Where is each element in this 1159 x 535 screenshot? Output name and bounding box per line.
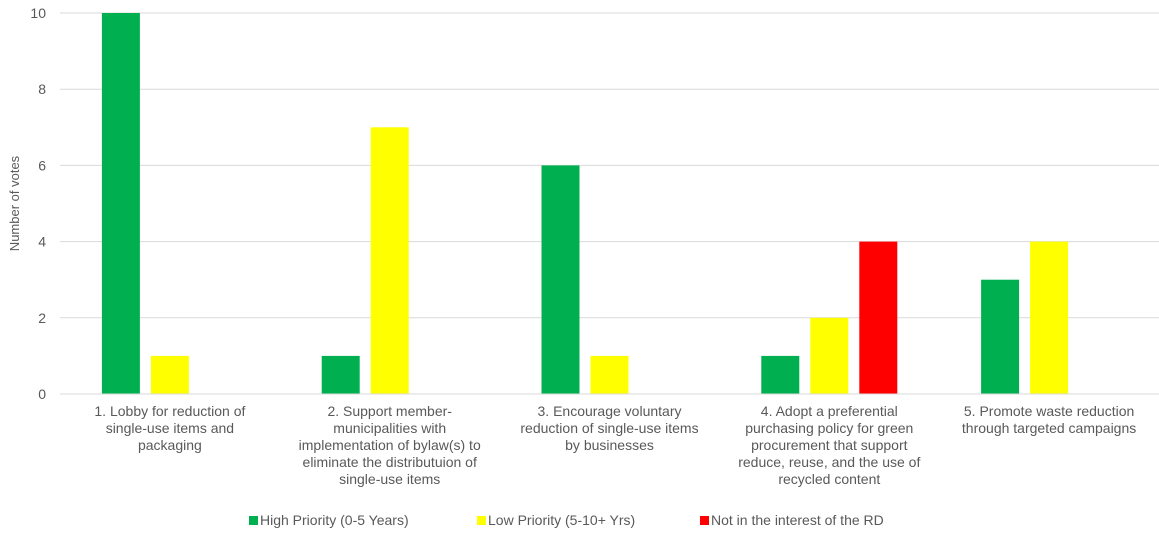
y-tick-label: 8	[38, 81, 46, 97]
category-label-line: 2. Support member-	[327, 403, 452, 419]
y-tick-label: 2	[38, 310, 46, 326]
category-label-line: reduce, reuse, and the use of	[738, 454, 920, 470]
legend: High Priority (0-5 Years) Low Priority (5…	[249, 512, 884, 528]
bar	[101, 13, 140, 394]
category-label-line: eliminate the distributuion of	[303, 454, 477, 470]
category-label-line: implementation of bylaw(s) to	[299, 437, 481, 453]
category-label-line: packaging	[138, 437, 202, 453]
bar	[150, 355, 189, 394]
category-label-line: purchasing policy for green	[745, 420, 913, 436]
category-label-line: by businesses	[565, 437, 654, 453]
bar	[370, 127, 409, 395]
y-axis-title: Number of votes	[7, 155, 22, 251]
category-label: 1. Lobby for reduction of single-use item…	[94, 403, 245, 453]
category-label-line: reduction of single-use items	[520, 420, 698, 436]
legend-label: High Priority (0-5 Years)	[260, 512, 409, 528]
y-tick-label: 10	[30, 5, 46, 21]
legend-swatch	[249, 516, 258, 525]
legend-swatch	[700, 516, 709, 525]
legend-swatch	[477, 516, 486, 525]
y-tick-label: 6	[38, 157, 46, 173]
category-label-line: 4. Adopt a preferential	[761, 403, 898, 419]
category-label-line: procurement that support	[751, 437, 908, 453]
category-label-line: municipalities with	[333, 420, 446, 436]
bar	[1030, 241, 1069, 394]
category-label: 5. Promote waste reduction through target…	[962, 403, 1136, 436]
legend-label: Low Priority (5-10+ Yrs)	[488, 512, 635, 528]
category-label-line: 1. Lobby for reduction of	[94, 403, 245, 419]
category-label-line: 5. Promote waste reduction	[964, 403, 1134, 419]
category-label-line: 3. Encourage voluntary	[538, 403, 682, 419]
category-labels: 1. Lobby for reduction of single-use item…	[94, 403, 1136, 487]
category-label-line: recycled content	[778, 471, 880, 487]
bar	[761, 355, 800, 394]
category-label: 3. Encourage voluntary reduction of singl…	[520, 403, 698, 453]
bar	[590, 355, 629, 394]
category-label: 4. Adopt a preferential purchasing policy…	[738, 403, 920, 487]
y-tick-label: 4	[38, 234, 46, 250]
category-label-line: single-use items and	[106, 420, 234, 436]
legend-label: Not in the interest of the RD	[711, 512, 884, 528]
y-axis-ticks: 0 2 4 6 8 10	[30, 5, 46, 402]
y-tick-label: 0	[38, 386, 46, 402]
bar	[859, 241, 898, 394]
bar	[981, 279, 1020, 394]
bar	[541, 165, 580, 394]
gridlines	[60, 12, 1159, 319]
bars	[101, 13, 1069, 395]
category-label-line: through targeted campaigns	[962, 420, 1136, 436]
category-label: 2. Support member-municipalities with imp…	[299, 403, 481, 487]
bar	[321, 355, 360, 394]
bar	[810, 317, 849, 394]
category-label-line: single-use items	[339, 471, 440, 487]
